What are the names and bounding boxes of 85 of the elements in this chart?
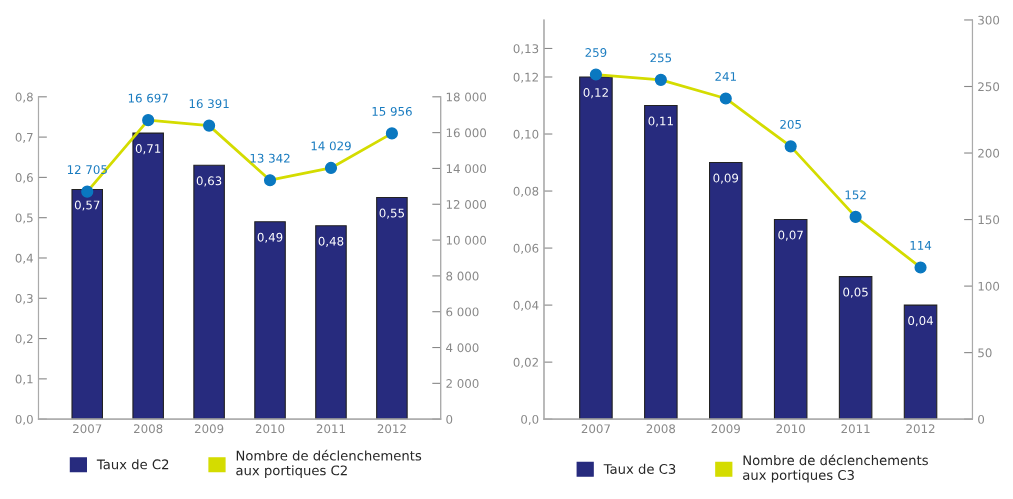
bar <box>193 164 225 420</box>
y2-tick-label: 6 000 <box>446 307 479 317</box>
bar <box>708 161 743 420</box>
x-tick-label: 2007 <box>581 424 610 434</box>
data-label: 0,04 <box>908 316 934 327</box>
data-label: 14 029 <box>311 141 351 151</box>
y-tick-label: 0,12 <box>513 72 538 83</box>
x-tick-label: 2012 <box>377 424 406 434</box>
y2-tick-label: 100 <box>978 281 1000 291</box>
y-tick-label: 0,06 <box>513 243 539 254</box>
y-tick-label: 0,2 <box>15 334 33 345</box>
x-tick-label: 2011 <box>841 424 870 434</box>
data-label: 241 <box>715 71 736 81</box>
legend-label: Nombre de déclenchements aux portiques C3 <box>743 454 928 483</box>
bar <box>903 304 938 420</box>
y-tick-label: 0,3 <box>15 294 33 305</box>
bar <box>254 221 286 420</box>
data-label: 0,11 <box>648 116 673 127</box>
y-tick-label: 0,13 <box>513 44 539 55</box>
data-label: 152 <box>845 190 866 200</box>
y2-tick-label: 0 <box>978 414 985 424</box>
x-tick-label: 2010 <box>255 424 285 434</box>
data-label: 0,12 <box>583 87 608 99</box>
y-tick-label: 0,4 <box>15 253 33 264</box>
y2-tick-label: 250 <box>978 82 1000 92</box>
data-label: 0,48 <box>318 236 344 247</box>
y-tick-label: 0,6 <box>15 173 33 184</box>
data-label: 0,49 <box>257 232 283 243</box>
y2-tick-label: 50 <box>978 348 992 358</box>
y2-tick-label: 10 000 <box>446 235 487 245</box>
data-label: 114 <box>910 241 932 250</box>
x-tick-label: 2007 <box>73 424 102 434</box>
x-tick-label: 2008 <box>134 424 163 434</box>
data-label: 0,09 <box>713 173 739 184</box>
data-label: 13 342 <box>250 153 290 163</box>
data-label: 0,63 <box>196 176 222 187</box>
x-tick-label: 2012 <box>906 424 935 434</box>
y2-tick-label: 16 000 <box>446 128 487 138</box>
y-tick-label: 0,0 <box>15 414 33 426</box>
data-label: 0,57 <box>74 200 100 211</box>
data-label: 15 956 <box>372 106 412 116</box>
y2-tick-label: 8 000 <box>446 271 479 281</box>
y2-tick-label: 18 000 <box>446 92 487 102</box>
y-tick-label: 0,7 <box>15 132 33 143</box>
y-tick-label: 0,02 <box>513 357 538 368</box>
x-tick-label: 2010 <box>776 424 805 434</box>
bar <box>579 76 613 420</box>
y2-tick-label: 2 000 <box>446 379 479 388</box>
y2-tick-label: 14 000 <box>446 164 487 174</box>
x-tick-label: 2008 <box>646 424 676 434</box>
bar <box>315 225 347 420</box>
bar <box>773 219 808 420</box>
data-label: 255 <box>650 53 672 63</box>
legend-label: Taux de C2 <box>96 459 169 470</box>
data-label: 259 <box>585 48 607 57</box>
bar <box>71 188 104 420</box>
legend-label: Taux de C3 <box>603 463 676 474</box>
data-label: 205 <box>780 119 801 129</box>
y2-tick-label: 300 <box>978 15 1000 25</box>
x-tick-label: 2011 <box>316 424 345 434</box>
data-label: 0,07 <box>778 230 803 241</box>
data-label: 16 697 <box>128 93 168 103</box>
y2-tick-label: 0 <box>446 414 453 424</box>
data-label: 0,55 <box>379 208 405 219</box>
y-tick-label: 0,1 <box>15 374 33 385</box>
y-tick-label: 0,0 <box>521 414 539 426</box>
y-tick-label: 0,08 <box>513 186 539 197</box>
y-tick-label: 0,8 <box>15 92 33 103</box>
y2-tick-label: 12 000 <box>446 199 487 209</box>
x-tick-label: 2009 <box>711 424 740 434</box>
data-label: 16 391 <box>189 99 229 109</box>
y-tick-label: 0,5 <box>15 213 33 224</box>
y2-tick-label: 4 000 <box>446 343 479 353</box>
data-label: 0,05 <box>843 287 868 298</box>
bar <box>838 276 873 420</box>
y-tick-label: 0,04 <box>513 300 539 311</box>
y-tick-label: 0,10 <box>513 129 539 140</box>
data-label: 0,71 <box>135 144 161 155</box>
legend-label: Nombre de déclenchements aux portiques C2 <box>236 449 422 478</box>
bar <box>132 132 164 420</box>
x-tick-label: 2009 <box>194 424 224 434</box>
y2-tick-label: 150 <box>978 215 1000 225</box>
y2-tick-label: 200 <box>978 148 1000 158</box>
bar <box>644 104 678 420</box>
bar <box>376 196 408 420</box>
